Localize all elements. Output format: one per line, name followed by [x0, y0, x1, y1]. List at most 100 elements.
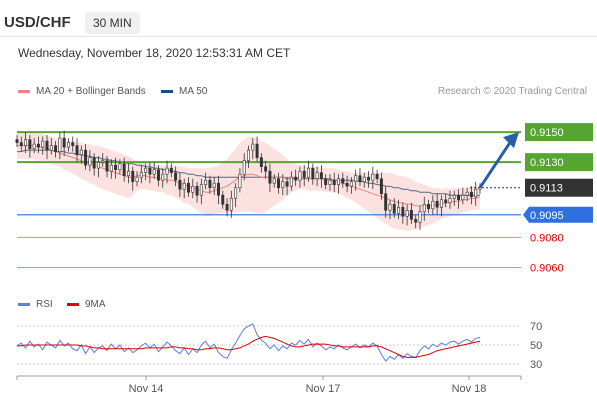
candle-body: [126, 170, 130, 176]
support-label: 0.9080: [530, 232, 564, 244]
candle-body: [238, 173, 242, 189]
candle-body: [79, 149, 83, 155]
candle: [367, 171, 371, 188]
candle-body: [221, 194, 225, 205]
candle-body: [75, 145, 79, 155]
ma20-label: MA 20 + Bollinger Bands: [36, 86, 146, 97]
interval-button[interactable]: 30 MIN: [85, 12, 140, 34]
9ma-line: [17, 335, 481, 358]
candle-body: [435, 200, 439, 208]
candle: [58, 132, 62, 160]
candle: [41, 136, 45, 155]
candle: [272, 174, 276, 188]
resistance-label: 0.9150: [530, 127, 564, 139]
candle: [341, 172, 345, 188]
support-label: 0.9060: [530, 262, 564, 274]
candle: [474, 181, 478, 206]
candle: [32, 138, 36, 154]
candle-body: [135, 176, 139, 183]
candle-body: [461, 194, 465, 201]
candle: [418, 205, 422, 230]
candle-body: [272, 178, 276, 184]
candle: [465, 187, 469, 202]
candle-body: [414, 219, 418, 223]
candle-body: [427, 203, 431, 210]
candle-body: [118, 163, 122, 170]
candle-body: [294, 176, 298, 181]
candle: [461, 187, 465, 205]
candle-body: [49, 145, 53, 151]
candle-body: [225, 203, 229, 211]
candle: [234, 183, 238, 208]
candle: [354, 169, 358, 191]
candle-body: [307, 167, 310, 178]
candle-body: [105, 160, 109, 172]
chart-header: USD/CHF 30 MIN: [0, 0, 597, 37]
resistance-label: 0.9130: [530, 157, 564, 169]
candle: [109, 159, 113, 179]
rsi-line: [16, 323, 481, 362]
candle-body: [268, 170, 272, 184]
candle: [212, 177, 216, 196]
candle: [225, 198, 229, 217]
ma50-label: MA 50: [179, 86, 208, 97]
forecast-arrowhead: [503, 132, 519, 149]
candle: [264, 160, 268, 179]
candle-body: [264, 166, 268, 172]
candle: [375, 169, 379, 184]
candle: [247, 145, 250, 169]
candle-body: [178, 179, 182, 190]
candle-body: [96, 161, 100, 169]
candle-body: [379, 178, 383, 195]
timestamp: Wednesday, November 18, 2020 12:53:31 AM…: [18, 46, 291, 60]
candle: [255, 136, 259, 163]
candle-body: [388, 203, 392, 211]
legend-rsi: RSI: [18, 299, 53, 310]
candle-body: [242, 160, 246, 175]
ma50-swatch: [161, 89, 173, 93]
candle-body: [208, 179, 212, 189]
candle-body: [88, 157, 92, 166]
candle: [427, 199, 431, 214]
candle-body: [54, 145, 58, 152]
candle-body: [452, 194, 456, 199]
candle: [191, 178, 195, 199]
candle-body: [195, 185, 199, 196]
candle: [457, 189, 461, 209]
support-tag: [523, 206, 593, 223]
candle-body: [24, 139, 28, 146]
candle-body: [199, 184, 203, 196]
candle-body: [277, 178, 280, 189]
candle-body: [32, 143, 36, 149]
candle-body: [418, 211, 422, 223]
candle-body: [109, 164, 113, 172]
candle-body: [187, 182, 190, 193]
candle-body: [474, 188, 478, 198]
candle: [62, 130, 66, 157]
candle: [337, 174, 341, 194]
candle-body: [392, 203, 396, 214]
candle-body: [148, 167, 152, 175]
candle-body: [174, 172, 178, 181]
candle: [422, 196, 426, 221]
candle-body: [191, 185, 195, 193]
candle: [204, 172, 208, 190]
candle: [238, 168, 242, 193]
candle-body: [371, 173, 375, 181]
candle-body: [152, 169, 156, 175]
candle: [384, 186, 388, 218]
candle: [362, 172, 366, 188]
candle: [15, 135, 19, 148]
candle: [208, 175, 212, 194]
candle: [54, 141, 58, 158]
candle: [217, 175, 220, 205]
candle-body: [405, 209, 409, 217]
candle: [24, 132, 28, 154]
9ma-label: 9MA: [85, 299, 106, 310]
candle: [144, 163, 148, 181]
candle: [315, 166, 319, 187]
candle: [302, 165, 306, 187]
candle-body: [217, 182, 220, 196]
candle: [268, 163, 272, 193]
